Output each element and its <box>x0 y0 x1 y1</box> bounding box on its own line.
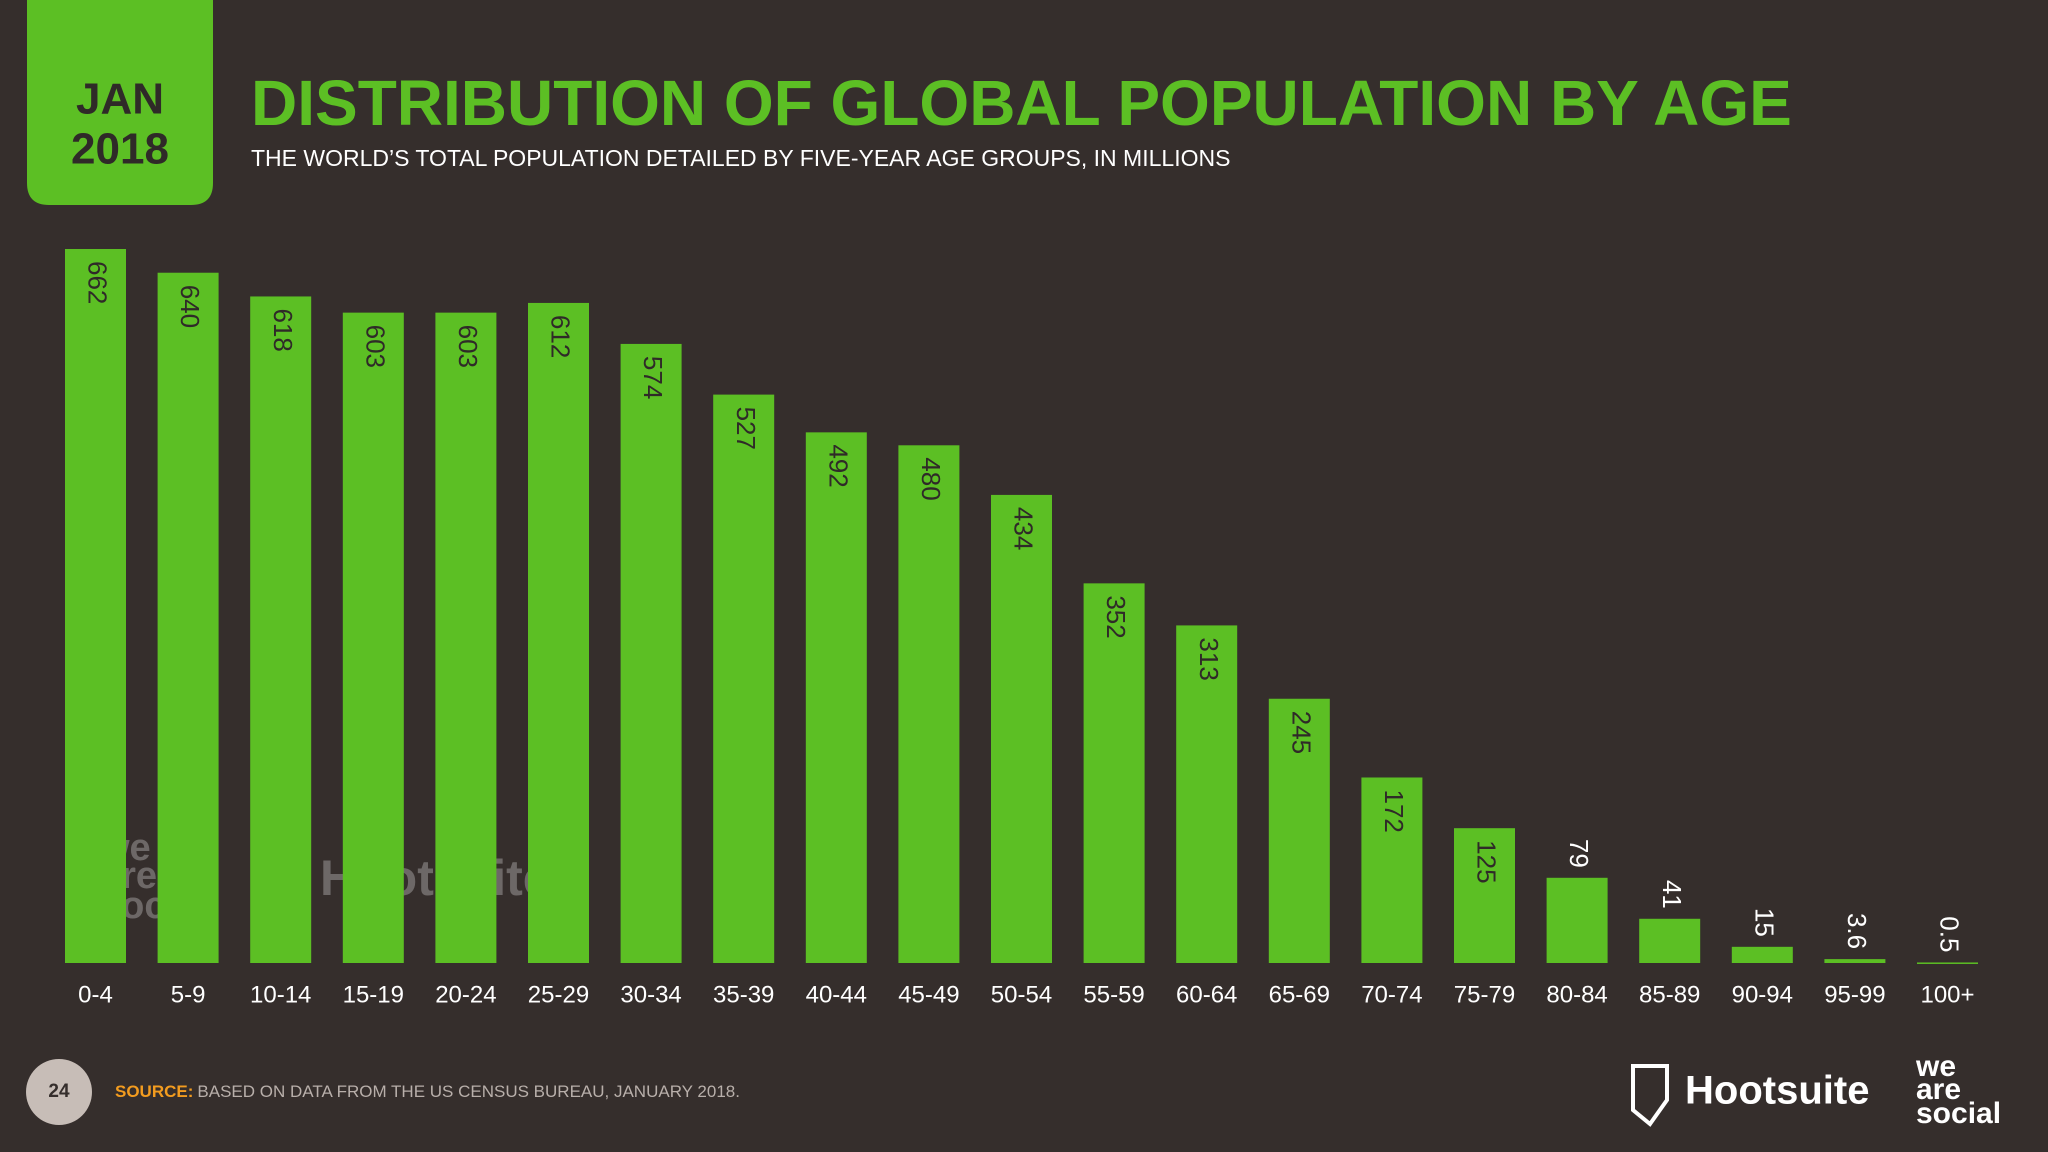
x-tick-label: 25-29 <box>528 981 589 1008</box>
source-label: SOURCE: <box>115 1082 193 1101</box>
x-tick-label: 10-14 <box>250 981 311 1008</box>
bar <box>620 343 682 964</box>
x-tick-label: 60-64 <box>1176 981 1237 1008</box>
source: SOURCE: BASED ON DATA FROM THE US CENSUS … <box>115 1082 740 1101</box>
data-label: 15 <box>1749 908 1779 937</box>
bar <box>1639 918 1701 963</box>
was-logo-we: we <box>1915 1050 1956 1083</box>
x-tick-label: 85-89 <box>1639 981 1700 1008</box>
bar <box>1731 946 1793 963</box>
x-tick-label: 40-44 <box>806 981 867 1008</box>
data-label: 0.5 <box>1935 916 1965 952</box>
bar <box>1454 828 1515 963</box>
x-tick-label: 0-4 <box>78 981 113 1008</box>
bar <box>65 249 126 963</box>
x-tick-label: 90-94 <box>1732 981 1793 1008</box>
x-tick-label: 95-99 <box>1824 981 1885 1008</box>
bar <box>898 445 960 963</box>
bar <box>1176 625 1238 963</box>
data-label: 612 <box>546 315 576 358</box>
bar <box>1268 698 1330 963</box>
x-tick-label: 30-34 <box>620 981 681 1008</box>
data-label: 172 <box>1379 789 1409 832</box>
bar <box>1083 583 1145 963</box>
date-badge <box>27 0 213 205</box>
x-tick-label: 100+ <box>1920 981 1974 1008</box>
bar <box>991 494 1052 963</box>
data-label: 313 <box>1194 637 1224 680</box>
hootsuite-icon <box>1631 1064 1669 1127</box>
hootsuite-logo: Hootsuite <box>1685 1069 1869 1113</box>
data-label: 125 <box>1472 840 1502 883</box>
source-text: BASED ON DATA FROM THE US CENSUS BUREAU,… <box>197 1082 740 1101</box>
bar <box>528 302 589 963</box>
bar <box>1917 962 1978 964</box>
x-tick-label: 5-9 <box>171 981 206 1008</box>
bars: 662 0-4 640 5-9 618 10-14 603 15-19 603 20-24 612 2… <box>65 249 1978 1008</box>
page-badge <box>26 1059 92 1125</box>
data-label: 352 <box>1101 595 1131 638</box>
data-label: 527 <box>731 407 761 450</box>
data-label: 79 <box>1564 839 1594 868</box>
bar <box>250 296 312 964</box>
badge-year: 2018 <box>71 125 169 174</box>
data-label: 3.6 <box>1842 913 1872 949</box>
page-number: 24 <box>48 1081 70 1102</box>
data-label: 480 <box>916 457 946 500</box>
data-label: 662 <box>83 261 113 304</box>
bar <box>157 272 219 963</box>
bar <box>1824 959 1886 963</box>
x-tick-label: 50-54 <box>991 981 1052 1008</box>
bar <box>1361 777 1423 963</box>
bar <box>805 432 867 963</box>
x-tick-label: 65-69 <box>1269 981 1330 1008</box>
bar <box>1546 877 1608 963</box>
x-tick-label: 15-19 <box>343 981 404 1008</box>
chart-title: DISTRIBUTION OF GLOBAL POPULATION BY AGE <box>251 67 1792 139</box>
x-tick-label: 70-74 <box>1361 981 1422 1008</box>
was-logo-are: are <box>1916 1073 1961 1106</box>
data-label: 603 <box>453 325 483 368</box>
x-tick-label: 80-84 <box>1546 981 1607 1008</box>
data-label: 603 <box>360 325 390 368</box>
x-tick-label: 75-79 <box>1454 981 1515 1008</box>
badge-month: JAN <box>76 75 164 124</box>
data-label: 41 <box>1657 880 1687 909</box>
x-tick-label: 55-59 <box>1083 981 1144 1008</box>
data-label: 492 <box>823 444 853 487</box>
data-label: 618 <box>268 308 298 351</box>
x-tick-label: 35-39 <box>713 981 774 1008</box>
data-label: 640 <box>175 285 205 328</box>
bar <box>713 394 775 963</box>
bar <box>342 312 404 964</box>
bar <box>435 312 497 964</box>
data-label: 434 <box>1009 507 1039 550</box>
data-label: 245 <box>1286 711 1316 754</box>
x-tick-label: 45-49 <box>898 981 959 1008</box>
data-label: 574 <box>638 356 668 399</box>
was-logo-social: social <box>1916 1097 2001 1130</box>
x-tick-label: 20-24 <box>435 981 496 1008</box>
chart-subtitle: THE WORLD’S TOTAL POPULATION DETAILED BY… <box>251 145 1230 171</box>
